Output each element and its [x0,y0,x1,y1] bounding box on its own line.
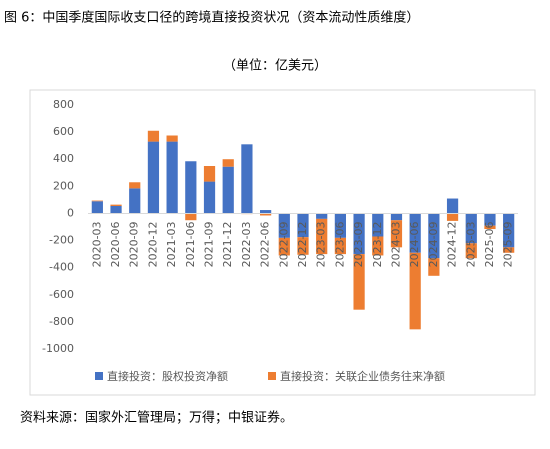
chart-frame [29,89,536,396]
legend-label: 直接投资：关联企业债务往来净额 [280,369,445,383]
bar [334,237,346,255]
x-tick-label: 2020-09 [128,221,141,267]
x-tick-label: 2021-09 [203,221,216,267]
bar [297,213,309,238]
x-tick-label: 2025-06 [483,221,496,267]
y-tick-label: 400 [53,152,74,165]
y-tick-label: 0 [67,206,74,219]
x-tick-label: 2023-12 [371,221,384,267]
bar [372,236,384,256]
bar [446,213,459,221]
bar [503,247,515,253]
source-note: 资料来源：国家外汇管理局；万得；中银证券。 [20,410,293,426]
x-tick-label: 2024-09 [427,221,440,267]
bar [166,141,178,214]
bar [390,220,403,248]
bar [278,213,290,238]
bar [110,204,122,206]
bar [185,213,197,221]
x-tick-label: 2022-06 [259,221,272,267]
bar [185,161,197,214]
x-tick-label: 2023-03 [315,221,328,267]
bar [166,135,178,142]
bar [484,225,496,230]
bar [316,213,328,219]
bar [222,166,234,214]
bar [147,130,160,142]
legend-label: 直接投资：股权投资净额 [107,369,228,383]
bar [147,141,160,214]
x-tick-label: 2024-12 [446,221,459,267]
bar [409,252,421,330]
bar [409,213,421,253]
y-tick-label: 600 [53,125,74,138]
bar [222,159,234,167]
bar [446,198,459,214]
chart-title: 图 6：中国季度国际收支口径的跨境直接投资状况（资本流动性质维度） [4,10,419,26]
legend-swatch [95,372,103,380]
bar [428,258,440,276]
x-tick-label: 2022-09 [277,221,290,267]
y-tick-label: -400 [49,261,74,274]
bar [465,213,477,244]
bar [260,213,272,216]
bar [334,213,346,238]
bar [241,144,253,214]
bar [484,213,496,226]
bar [428,213,440,259]
bar [129,188,141,214]
bar [203,166,216,182]
bar [297,237,309,255]
x-tick-label: 2023-09 [352,221,365,267]
y-tick-label: -200 [49,234,74,247]
x-tick-label: 2020-03 [90,221,103,267]
bar [390,213,403,221]
x-tick-label: 2021-12 [221,221,234,267]
bar [465,243,477,259]
x-tick-label: 2025-03 [464,221,477,267]
bar [91,200,103,202]
x-tick-label: 2023-06 [333,221,346,267]
y-tick-label: -800 [49,315,74,328]
y-tick-label: -600 [49,288,74,301]
bar [353,213,365,255]
y-tick-label: -1000 [42,342,74,355]
chart-subtitle: （单位：亿美元） [223,59,327,74]
x-tick-label: 2021-03 [165,221,178,267]
bar [372,213,384,237]
bar [278,237,290,256]
x-tick-label: 2025-09 [502,221,515,267]
bar [203,181,216,214]
y-tick-label: 200 [53,179,74,192]
bar [353,254,365,310]
x-tick-label: 2022-03 [240,221,253,267]
x-tick-label: 2021-06 [184,221,197,267]
bar [316,218,328,255]
x-tick-label: 2020-12 [146,221,159,267]
bar [129,182,141,189]
bar [260,210,272,214]
x-tick-label: 2022-12 [296,221,309,267]
x-tick-label: 2024-03 [389,221,402,267]
bar [110,205,122,214]
x-tick-label: 2024-06 [408,221,421,267]
y-tick-label: 800 [53,98,74,111]
x-tick-label: 2020-06 [109,221,122,267]
bar [91,201,103,214]
bar [503,213,515,248]
legend-swatch [268,372,276,380]
